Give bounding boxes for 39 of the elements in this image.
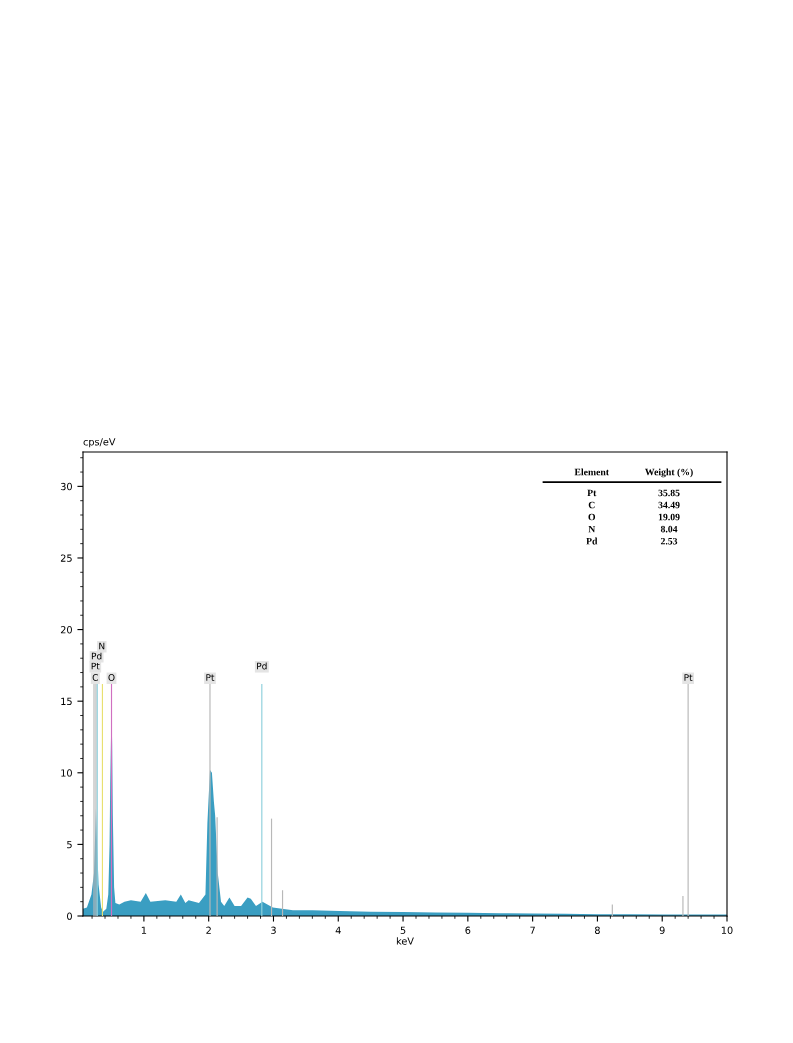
annotation: Pt xyxy=(91,662,100,670)
y-tick-label: 25 xyxy=(60,554,72,562)
annotation: 34.49 xyxy=(658,501,680,509)
annotation: Pd xyxy=(586,537,598,545)
annotation: 35.85 xyxy=(658,489,680,497)
x-tick-label: 4 xyxy=(335,926,341,934)
annotation: 2.53 xyxy=(660,537,678,545)
x-tick-label: 1 xyxy=(141,926,147,934)
annotation: 8.04 xyxy=(660,525,678,533)
x-tick-label: 6 xyxy=(465,926,471,934)
y-tick-label: 15 xyxy=(61,697,72,706)
x-tick-label: 8 xyxy=(594,926,600,934)
annotation: C xyxy=(92,674,98,681)
x-tick-label: 7 xyxy=(530,926,535,934)
annotation: O xyxy=(588,513,596,521)
annotation: C xyxy=(588,501,595,509)
y-tick-label: 20 xyxy=(60,626,72,634)
x-axis-title: keV xyxy=(396,937,414,945)
annotation: Pt xyxy=(587,489,597,497)
annotation: N xyxy=(588,525,596,533)
annotation: Weight (%) xyxy=(645,468,693,478)
y-axis-title: cps/eV xyxy=(83,438,116,448)
annotation: O xyxy=(108,674,115,681)
y-tick-label: 30 xyxy=(60,482,72,491)
annotation: 19.09 xyxy=(658,513,680,521)
x-tick-label: 2 xyxy=(206,926,211,934)
annotation: N xyxy=(99,642,105,650)
y-tick-label: 10 xyxy=(61,769,72,777)
x-tick-label: 9 xyxy=(659,926,665,934)
annotation: Element xyxy=(574,468,609,476)
x-tick-label: 10 xyxy=(721,926,733,934)
y-tick-label: 5 xyxy=(67,841,72,849)
annotation: Pd xyxy=(257,662,267,670)
annotation: Pd xyxy=(91,652,102,660)
annotation: Pt xyxy=(206,674,215,681)
x-tick-label: 3 xyxy=(271,926,276,934)
annotation: Pt xyxy=(684,674,693,681)
x-tick-label: 5 xyxy=(400,926,406,934)
y-tick-label: 0 xyxy=(67,912,72,920)
